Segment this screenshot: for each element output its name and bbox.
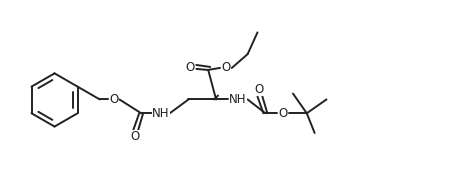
Text: O: O — [186, 61, 195, 74]
Text: O: O — [131, 130, 140, 143]
Text: O: O — [278, 107, 288, 120]
Text: O: O — [221, 61, 230, 74]
Text: O: O — [109, 93, 118, 106]
Text: NH: NH — [152, 107, 169, 120]
Text: NH: NH — [229, 93, 246, 106]
Text: O: O — [255, 83, 264, 96]
